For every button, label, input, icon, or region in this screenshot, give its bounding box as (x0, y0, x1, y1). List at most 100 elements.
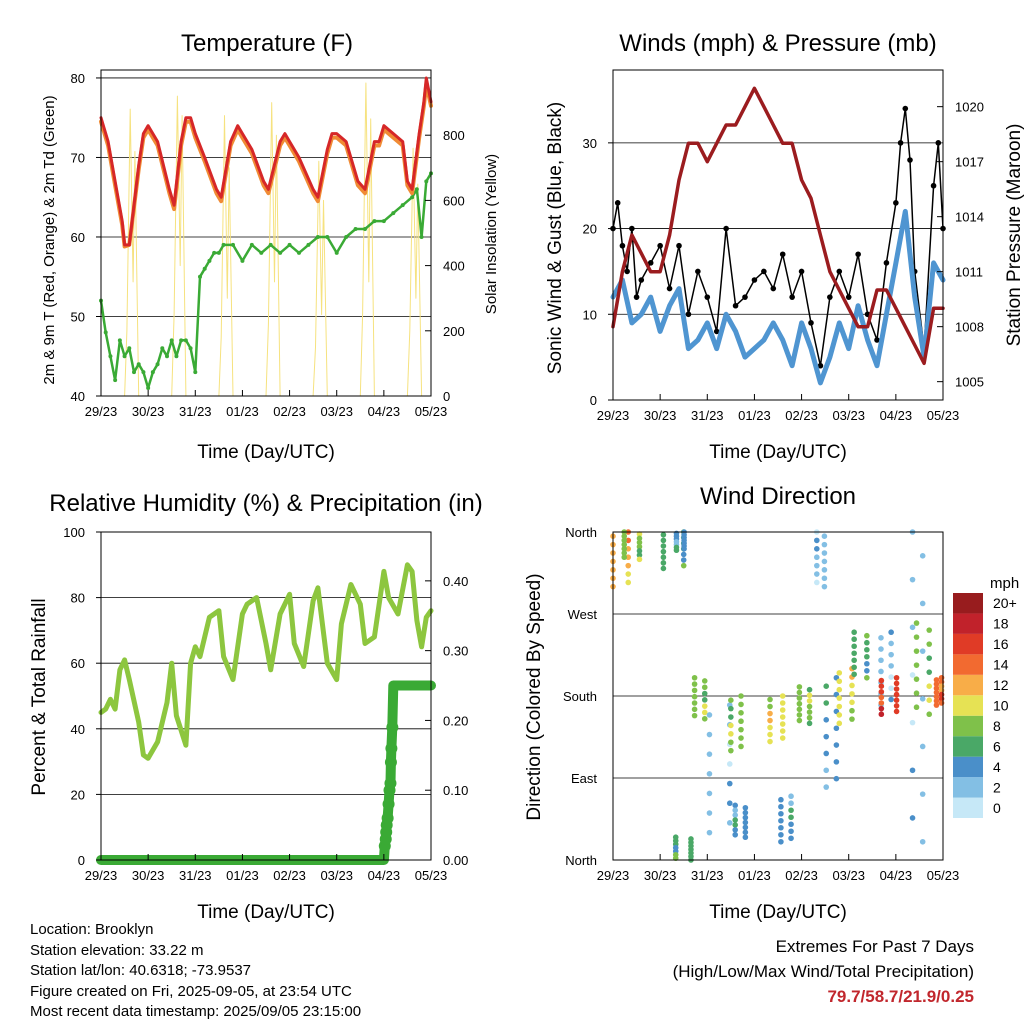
humidity-title: Relative Humidity (%) & Precipitation (i… (49, 490, 482, 517)
y-tick-label: 80 (71, 71, 85, 86)
direction-point (878, 705, 885, 712)
direction-point (836, 670, 843, 676)
y-tick-label: 80 (71, 591, 85, 606)
direction-point (849, 699, 855, 706)
direction-point (625, 537, 632, 544)
x-tick-label: 30/23 (132, 404, 165, 419)
direction-point (691, 687, 698, 694)
direction-point (926, 683, 933, 689)
direction-point (732, 822, 739, 828)
data-point (174, 354, 179, 359)
direction-point (919, 600, 926, 607)
direction-point (796, 712, 803, 718)
direction-point (673, 539, 680, 545)
legend-swatch (953, 715, 983, 737)
x-tick-label: 05/23 (415, 868, 448, 883)
winds-axes: 29/23 30/23 31/23 01/23 02/23 03/23 04/23 05/23… (583, 100, 984, 423)
direction-point (778, 824, 784, 831)
direction-point (833, 742, 840, 748)
data-point (414, 187, 419, 192)
direction-point (767, 696, 773, 703)
y2-tick-label: 400 (443, 259, 465, 274)
direction-point (788, 793, 794, 800)
direction-point (909, 815, 916, 821)
direction-point (788, 835, 794, 842)
direction-point (814, 554, 820, 561)
direction-point (926, 711, 933, 718)
direction-legend-title: mph (990, 575, 1019, 592)
direction-point (788, 828, 794, 835)
direction-point (732, 802, 739, 809)
recent-timestamp: Most recent data timestamp: 2025/09/05 2… (30, 1003, 362, 1020)
direction-point (691, 712, 698, 719)
y-tick-label: West (568, 607, 598, 622)
direction-gridlines (613, 531, 943, 861)
extremes-heading: Extremes For Past 7 Days (775, 937, 974, 956)
direction-point (672, 851, 679, 858)
direction-point (742, 834, 749, 841)
data-point (391, 211, 396, 216)
direction-point (732, 831, 739, 838)
direction-point (779, 728, 786, 734)
y2-tick-label: 800 (443, 128, 465, 143)
x-tick-label: 30/23 (644, 868, 677, 883)
winds-xlabel: Time (Day/UTC) (709, 442, 847, 463)
temperature-y2label: Solar Insolation (Yellow) (483, 154, 500, 314)
direction-point (836, 712, 843, 718)
direction-point (691, 706, 698, 713)
humidity-panel: Relative Humidity (%) & Precipitation (i… (29, 490, 483, 923)
direction-point (849, 682, 855, 689)
direction-point (806, 686, 813, 693)
direction-point (738, 743, 744, 750)
data-point (155, 362, 160, 367)
direction-point (926, 697, 933, 704)
legend-swatch (953, 695, 983, 716)
direction-point (933, 689, 940, 696)
y2-tick-label: 1020 (955, 100, 984, 115)
x-tick-label: 05/23 (415, 404, 448, 419)
direction-point (636, 531, 643, 537)
direction-point (660, 543, 667, 549)
direction-point (913, 662, 920, 668)
data-point (136, 362, 141, 367)
data-point (419, 234, 424, 239)
data-point (410, 195, 415, 200)
humidity-axes: 29/23 30/23 31/23 01/23 02/23 03/23 04/23 05/23… (63, 525, 468, 883)
data-point (150, 370, 155, 375)
legend-label: 0 (993, 800, 1001, 816)
direction-point (742, 809, 749, 816)
data-point (198, 274, 202, 279)
direction-point (909, 624, 916, 631)
direction-point (814, 562, 820, 569)
direction-point (779, 714, 786, 720)
data-point (122, 354, 127, 359)
direction-point (849, 716, 855, 722)
direction-point (673, 544, 680, 551)
data-point (188, 346, 193, 351)
x-tick-label: 01/23 (226, 868, 259, 883)
legend-swatch (953, 736, 983, 757)
direction-point (888, 696, 894, 703)
direction-point (778, 810, 784, 817)
direction-point (778, 838, 784, 845)
direction-point (913, 620, 920, 626)
direction-point (833, 775, 840, 782)
direction-point (926, 641, 933, 647)
direction-series (610, 529, 945, 863)
direction-point (919, 791, 926, 797)
direction-point (636, 548, 643, 554)
legend-swatch (953, 633, 983, 655)
direction-point (728, 697, 734, 704)
direction-point (636, 539, 643, 546)
direction-point (851, 657, 857, 664)
direction-point (919, 838, 926, 845)
rainfall-point (385, 742, 398, 755)
direction-point (864, 660, 870, 667)
direction-point (767, 717, 773, 724)
data-point (165, 354, 169, 359)
direction-point (878, 635, 884, 641)
direction-point (625, 554, 632, 561)
direction-point (796, 695, 803, 701)
data-point (146, 386, 151, 391)
